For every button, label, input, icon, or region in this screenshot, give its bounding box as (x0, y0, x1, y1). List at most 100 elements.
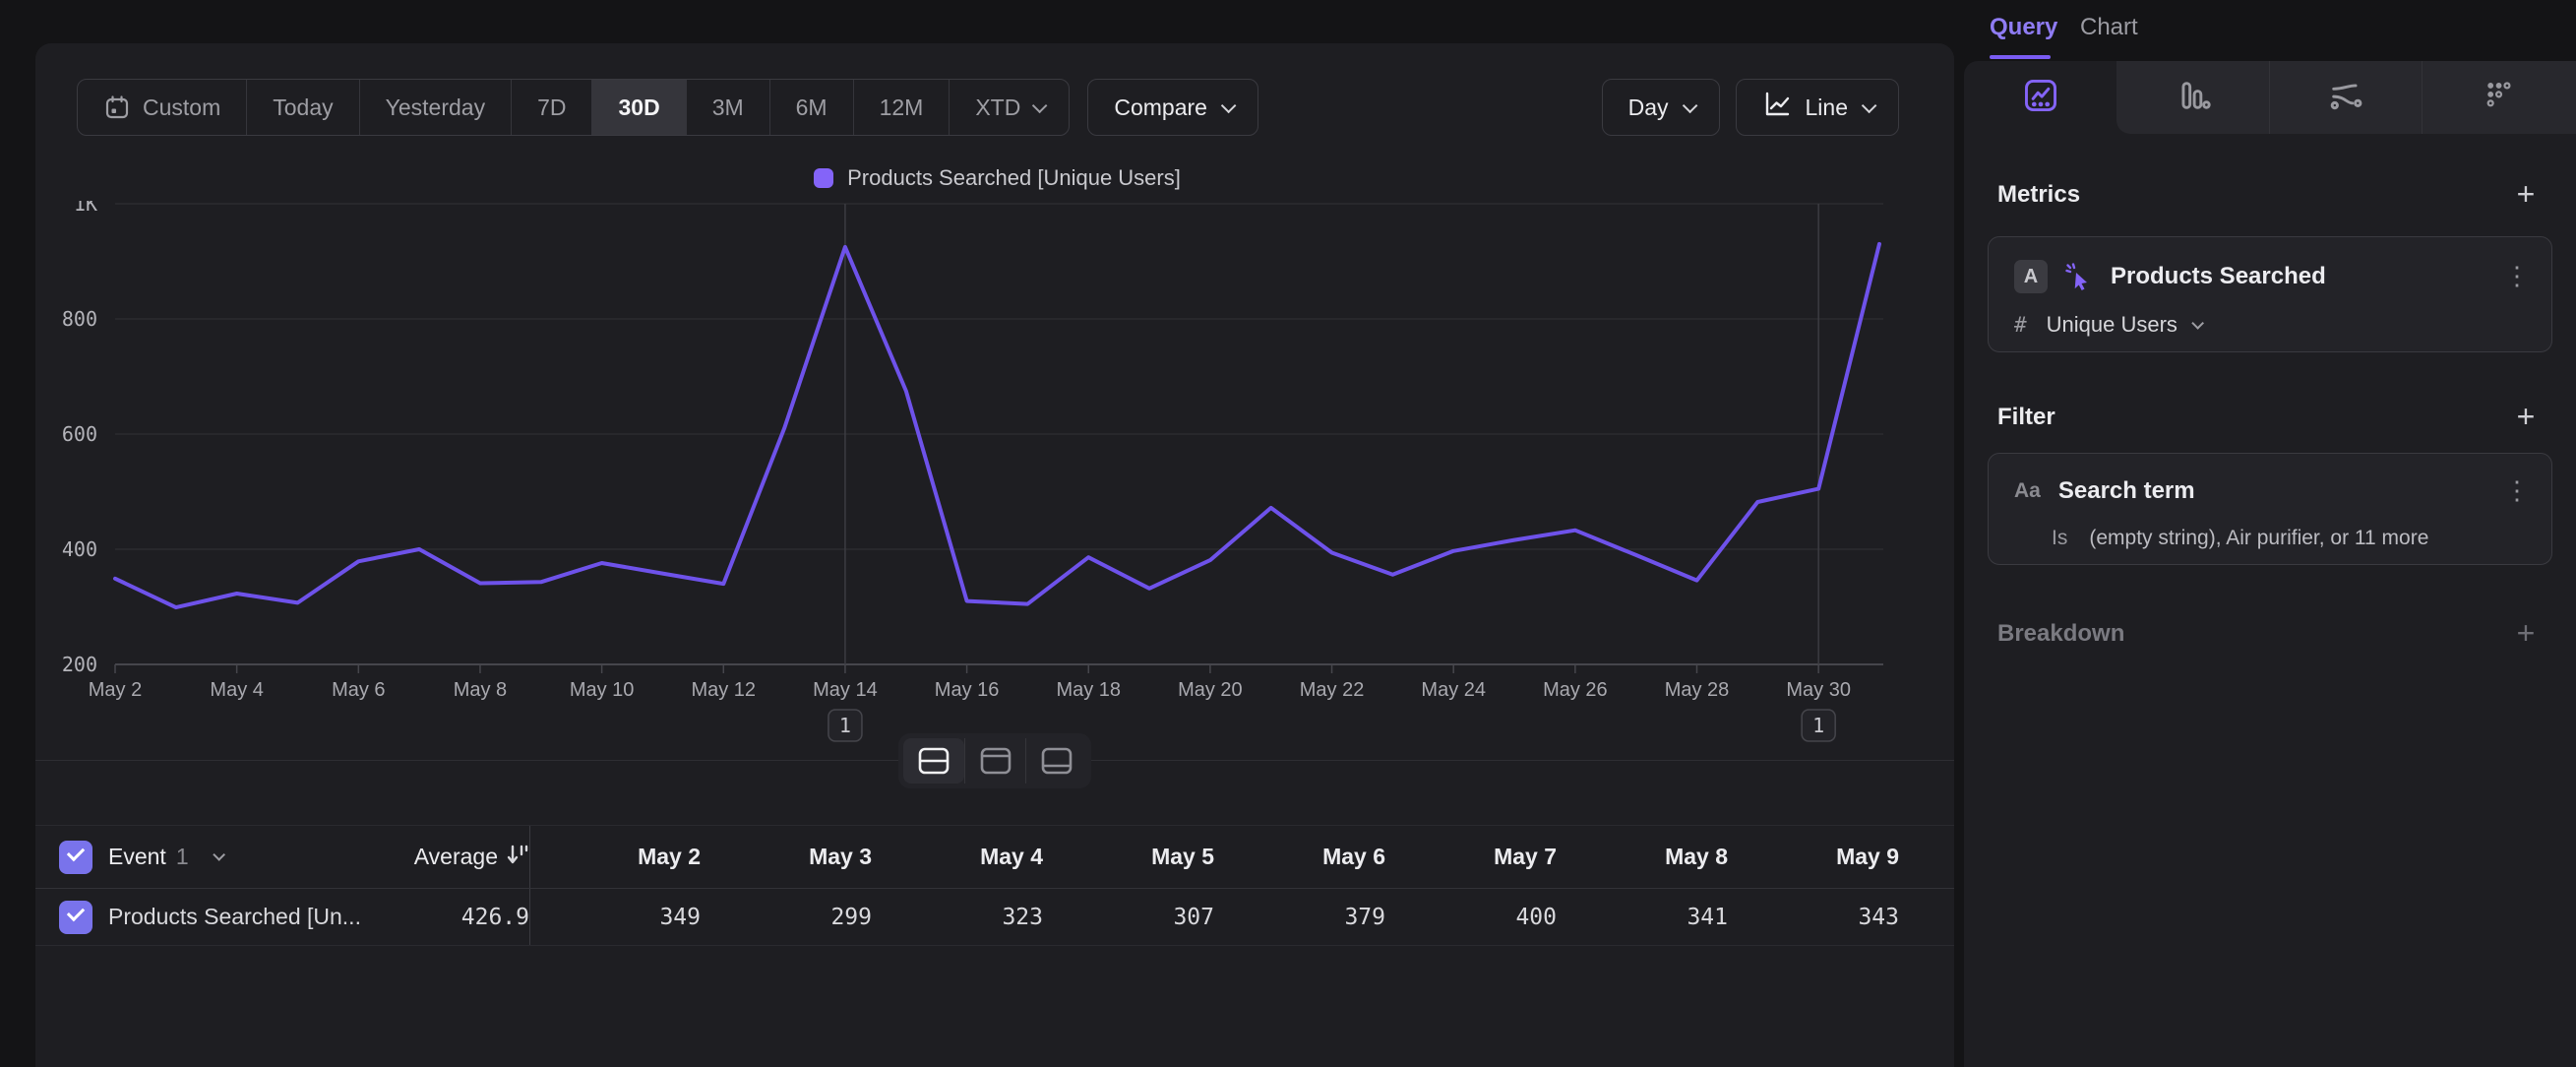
event-selector[interactable]: Event 1 (108, 844, 221, 870)
table-only-view-button[interactable] (1025, 738, 1086, 784)
range-label: 3M (712, 94, 744, 121)
table-value-cell: 379 (1214, 889, 1385, 945)
chart-type-label: Line (1806, 94, 1848, 121)
range-label: 30D (618, 94, 659, 121)
svg-text:1: 1 (1812, 714, 1824, 737)
report-type-tabs (1964, 61, 2576, 134)
select-all-checkbox[interactable] (59, 841, 92, 874)
event-selector-cell: Event 1 (35, 826, 468, 888)
table-value-cell: 307 (1043, 889, 1214, 945)
row-name: Products Searched [Un... (108, 904, 361, 930)
range-button-xtd[interactable]: XTD (950, 80, 1069, 135)
range-button-12m[interactable]: 12M (854, 80, 951, 135)
row-average-cell: 426.9 (468, 889, 529, 945)
annotation-badge[interactable]: 1 (828, 710, 862, 741)
legend-label: Products Searched [Unique Users] (847, 165, 1181, 191)
date-column-header[interactable]: May 6 (1214, 826, 1385, 888)
table-row: Products Searched [Un... 426.9 349299323… (35, 889, 1954, 946)
date-range-group: Custom Today Yesterday 7D 30D 3M 6M12M XTD (77, 79, 1070, 136)
tab-insights[interactable] (1964, 61, 2116, 134)
y-axis-tick-label: 200 (62, 653, 97, 676)
y-axis-tick-label: 400 (62, 537, 97, 561)
split-view-button[interactable] (903, 738, 964, 784)
query-builder-panel: Query Chart (1964, 0, 2576, 1067)
legend-swatch (814, 168, 833, 188)
chevron-down-icon (1221, 97, 1237, 113)
x-axis-tick-label: May 16 (935, 679, 1000, 701)
tab-funnels[interactable] (2116, 61, 2269, 134)
event-selector-label: Event (108, 844, 166, 870)
svg-text:1: 1 (839, 714, 851, 737)
chart-type-button[interactable]: Line (1736, 79, 1899, 136)
date-column-header[interactable]: May 9 (1728, 826, 1899, 888)
average-label: Average (414, 844, 498, 870)
x-axis-tick-label: May 20 (1178, 679, 1243, 701)
filter-card[interactable]: Aa Search term ⋮ Is (empty string), Air … (1988, 453, 2552, 565)
metric-card[interactable]: A Products Searched ⋮ # Unique Users (1988, 236, 2552, 352)
range-button-yesterday[interactable]: Yesterday (360, 80, 512, 135)
granularity-button[interactable]: Day (1602, 79, 1720, 136)
metrics-heading: Metrics (1997, 181, 2080, 209)
date-column-header[interactable]: May 3 (701, 826, 872, 888)
y-axis-tick-label: 600 (62, 422, 97, 446)
x-axis-tick-label: May 2 (89, 679, 142, 701)
range-label: 7D (537, 94, 566, 121)
active-tab-underline (1990, 55, 2051, 59)
line-chart[interactable]: 1K800600400200May 2May 4May 6May 8May 10… (35, 201, 1954, 791)
chart-controls: Day Line (1602, 79, 1899, 136)
range-button-custom[interactable]: Custom (78, 80, 247, 135)
date-column-header[interactable]: May 4 (872, 826, 1043, 888)
compare-button[interactable]: Compare (1087, 79, 1258, 136)
string-property-icon: Aa (2014, 479, 2041, 503)
filter-heading: Filter (1997, 404, 2055, 431)
view-toggle (898, 733, 1091, 788)
range-label: Custom (143, 94, 220, 121)
average-column-header[interactable]: Average (468, 826, 529, 888)
range-button-6m[interactable]: 6M (770, 80, 854, 135)
metric-options-kebab-icon[interactable]: ⋮ (2504, 262, 2530, 291)
range-label: Today (273, 94, 333, 121)
date-range-toolbar: Custom Today Yesterday 7D 30D 3M 6M12M XTD Comp… (77, 79, 1258, 136)
range-button-30d[interactable]: 30D (592, 80, 686, 135)
range-label: Yesterday (386, 94, 485, 121)
filter-operator[interactable]: Is (2052, 527, 2067, 550)
range-button-7d[interactable]: 7D (512, 80, 592, 135)
y-axis-tick-label: 800 (62, 307, 97, 331)
tab-chart[interactable]: Chart (2080, 14, 2138, 41)
date-column-header[interactable]: May 7 (1385, 826, 1557, 888)
date-column-header[interactable]: May 8 (1557, 826, 1728, 888)
range-button-3m[interactable]: 3M (687, 80, 770, 135)
tab-flows[interactable] (2269, 61, 2422, 134)
annotation-badge[interactable]: 1 (1802, 710, 1835, 741)
range-label: XTD (975, 94, 1020, 121)
breakdown-table: Event 1 Average May 2May 3May 4May 5May … (35, 825, 1954, 946)
add-filter-button[interactable]: + (2511, 402, 2541, 431)
add-metric-button[interactable]: + (2511, 179, 2541, 209)
chevron-down-icon (1682, 97, 1697, 113)
tab-retention[interactable] (2422, 61, 2574, 134)
row-checkbox[interactable] (59, 901, 92, 934)
add-breakdown-button[interactable]: + (2511, 618, 2541, 648)
chevron-down-icon (213, 848, 225, 861)
x-axis-tick-label: May 30 (1786, 679, 1851, 701)
x-axis-tick-label: May 6 (332, 679, 385, 701)
x-axis-tick-label: May 28 (1665, 679, 1730, 701)
x-axis-tick-label: May 18 (1056, 679, 1121, 701)
filter-property-name: Search term (2058, 477, 2195, 505)
date-column-header[interactable]: May 2 (529, 826, 701, 888)
event-cursor-click-icon (2063, 261, 2095, 292)
aggregation-label: Unique Users (2047, 312, 2177, 338)
y-axis-tick-label: 1K (74, 201, 97, 216)
tab-query[interactable]: Query (1990, 14, 2057, 41)
query-builder-body: Metrics + A Products Searched ⋮ # Unique… (1964, 61, 2576, 1067)
series-letter-badge: A (2014, 260, 2048, 293)
date-column-header[interactable]: May 5 (1043, 826, 1214, 888)
aggregation-prefix: # (2014, 313, 2027, 337)
filter-options-kebab-icon[interactable]: ⋮ (2504, 476, 2530, 506)
chart-only-view-button[interactable] (964, 738, 1025, 784)
filter-value[interactable]: (empty string), Air purifier, or 11 more (2089, 527, 2428, 550)
table-value-cell: 299 (701, 889, 872, 945)
aggregation-selector[interactable]: Unique Users (2047, 312, 2200, 338)
table-value-cell: 400 (1385, 889, 1557, 945)
range-button-today[interactable]: Today (247, 80, 359, 135)
